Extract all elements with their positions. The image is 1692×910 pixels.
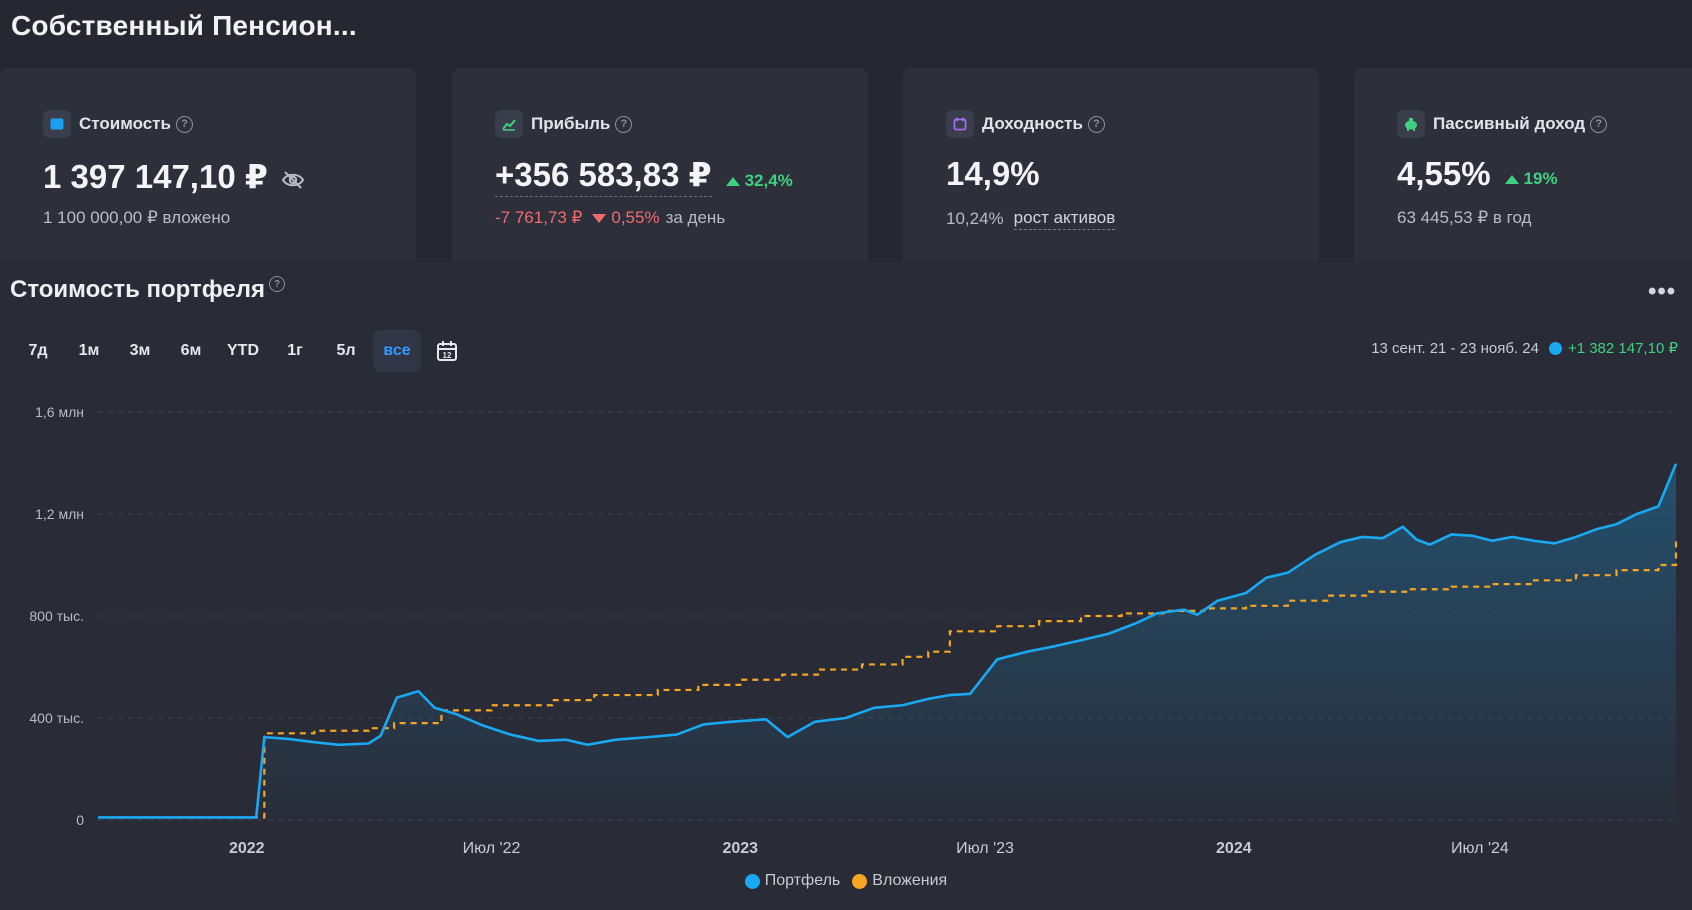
line-chart-icon: [495, 110, 523, 138]
period-7d[interactable]: 7д: [28, 342, 48, 359]
x-tick-label: 2023: [722, 840, 758, 857]
period-1y[interactable]: 1г: [287, 342, 303, 359]
portfolio-line: [98, 463, 1678, 819]
portfolio-area: [98, 463, 1676, 820]
help-icon[interactable]: ?: [175, 115, 193, 133]
y-tick-label: 0: [76, 812, 84, 828]
period-selector: 7д 1м 3м 6м YTD 1г 5л все 12: [14, 330, 470, 372]
help-icon[interactable]: ?: [269, 276, 286, 292]
day-change-amount: -7 761,73 ₽: [495, 208, 583, 227]
svg-text:12: 12: [443, 351, 452, 360]
x-tick-label: Июл '22: [463, 840, 521, 857]
card-value-invested: 1 100 000,00 ₽ вложено: [43, 208, 231, 227]
card-yield-label: Доходность: [982, 114, 1083, 133]
card-value-amount: 1 397 147,10 ₽: [43, 157, 268, 195]
period-ytd[interactable]: YTD: [227, 342, 259, 359]
profit-delta: 32,4%: [725, 171, 793, 191]
legend-dot-investments: [852, 873, 868, 889]
help-icon[interactable]: ?: [1590, 115, 1608, 133]
y-tick-label: 1,6 млн: [35, 404, 84, 420]
legend-dot-portfolio: [744, 873, 760, 889]
help-icon[interactable]: ?: [1087, 115, 1105, 133]
asset-growth-link[interactable]: рост активов: [1013, 208, 1116, 230]
card-yield-amount: 14,9%: [946, 155, 1040, 192]
triangle-down-icon: [592, 213, 607, 223]
hide-eye-icon[interactable]: [281, 159, 304, 197]
portfolio-title-text: Стоимость портфеля: [10, 276, 266, 303]
x-tick-label: Июл '23: [956, 840, 1014, 857]
portfolio-chart[interactable]: 0 400 тыс. 800 тыс. 1,2 млн 1,6 млн 2022 Июл '…: [0, 395, 1692, 875]
card-passive-income: Пассивный доход ? 4,55% 19% 63 445,53 ₽ …: [1354, 68, 1692, 262]
y-tick-label: 400 тыс.: [29, 710, 84, 726]
period-5y[interactable]: 5л: [336, 342, 356, 359]
legend-label-investments: Вложения: [872, 872, 948, 889]
page-title: Собственный Пенсион...: [11, 10, 357, 41]
calendar-icon: [946, 110, 974, 138]
period-3m[interactable]: 3м: [129, 342, 151, 359]
range-info: 13 сент. 21 - 23 нояб. 24 +1 382 147,10 …: [1371, 339, 1678, 358]
x-tick-label: 2022: [229, 840, 265, 857]
triangle-up-icon: [1504, 174, 1519, 184]
card-passive-amount: 4,55%: [1397, 155, 1491, 192]
day-change-suffix: за день: [665, 208, 726, 227]
period-6m[interactable]: 6м: [180, 342, 202, 359]
legend-item-portfolio[interactable]: Портфель: [744, 872, 841, 890]
card-passive-label: Пассивный доход: [1433, 114, 1586, 133]
period-1m[interactable]: 1м: [78, 342, 100, 359]
chart-legend: Портфель Вложения: [0, 872, 1692, 890]
range-delta: +1 382 147,10 ₽: [1567, 340, 1678, 357]
card-profit-label: Прибыль: [531, 114, 611, 133]
portfolio-section-title: Стоимость портфеля ?: [10, 276, 286, 304]
card-profit: Прибыль ? +356 583,83 ₽ 32,4% -7 761,73 …: [452, 68, 868, 262]
asset-growth-percent: 10,24%: [946, 209, 1004, 228]
card-yield: Доходность ? 14,9% 10,24% рост активов: [903, 68, 1319, 262]
card-value: Стоимость ? 1 397 147,10 ₽ 1 100 000,00 …: [0, 68, 416, 262]
period-all[interactable]: все: [373, 330, 421, 372]
y-tick-label: 1,2 млн: [35, 506, 84, 522]
more-options-icon[interactable]: •••: [1648, 278, 1677, 305]
card-value-label: Стоимость: [79, 114, 171, 133]
wallet-icon: [43, 110, 71, 138]
piggy-bank-icon: [1397, 110, 1425, 138]
passive-delta: 19%: [1504, 169, 1558, 189]
help-icon[interactable]: ?: [615, 115, 633, 133]
legend-label-portfolio: Портфель: [764, 872, 841, 889]
legend-item-investments[interactable]: Вложения: [852, 872, 947, 890]
y-tick-label: 800 тыс.: [29, 608, 84, 624]
x-tick-label: Июл '24: [1451, 840, 1509, 857]
day-change-percent: 0,55%: [611, 208, 660, 227]
x-tick-label: 2024: [1216, 840, 1252, 857]
summary-area: Собственный Пенсион... Стоимость ? 1 397…: [0, 0, 1692, 262]
investments-line: [98, 539, 1678, 819]
triangle-up-icon: [725, 176, 740, 186]
date-range: 13 сент. 21 - 23 нояб. 24: [1371, 339, 1539, 357]
card-profit-amount[interactable]: +356 583,83 ₽: [495, 155, 712, 197]
portfolio-dot: [1548, 341, 1562, 355]
calendar-picker-icon[interactable]: 12: [424, 330, 470, 372]
card-passive-sub: 63 445,53 ₽ в год: [1397, 208, 1532, 227]
